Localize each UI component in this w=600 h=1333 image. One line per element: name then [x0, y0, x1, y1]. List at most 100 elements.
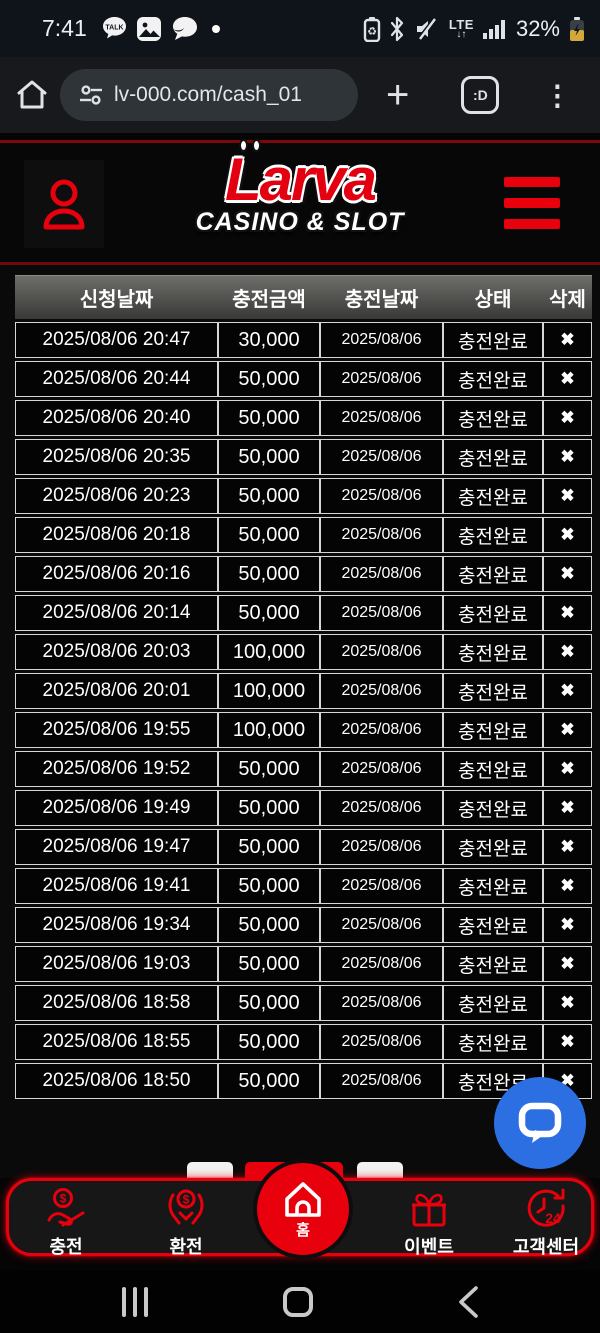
gallery-icon [136, 16, 162, 42]
delete-button[interactable]: ✖ [543, 1024, 592, 1060]
request-date-cell: 2025/08/06 19:55 [15, 712, 218, 748]
delete-button[interactable]: ✖ [543, 790, 592, 826]
livechat-bubble-icon [518, 1102, 562, 1143]
status-cell: 충전완료 [443, 907, 543, 943]
col-charge-date: 충전날짜 [320, 275, 443, 319]
lte-icon: LTE ↓↑ [448, 16, 474, 40]
charge-date-link[interactable]: 2025/08/06 [320, 634, 443, 670]
table-row: 2025/08/06 20:23 50,000 2025/08/06 충전완료 … [15, 478, 592, 514]
delete-button[interactable]: ✖ [543, 322, 592, 358]
browser-menu-button[interactable]: ⋮ [543, 79, 572, 111]
status-cell: 충전완료 [443, 634, 543, 670]
support-24h-icon: 24 [527, 1188, 565, 1227]
table-row: 2025/08/06 20:14 50,000 2025/08/06 충전완료 … [15, 595, 592, 631]
profile-button[interactable] [24, 160, 104, 248]
nav-item-charge[interactable]: $ 충전 [11, 1187, 121, 1259]
status-cell: 충전완료 [443, 439, 543, 475]
page-top-accent [0, 140, 600, 143]
status-cell: 충전완료 [443, 361, 543, 397]
delete-button[interactable]: ✖ [543, 751, 592, 787]
nav-label: 이벤트 [404, 1237, 454, 1257]
charge-date-link[interactable]: 2025/08/06 [320, 595, 443, 631]
status-cell: 충전완료 [443, 478, 543, 514]
delete-button[interactable]: ✖ [543, 478, 592, 514]
col-status: 상태 [443, 275, 543, 319]
amount-cell: 50,000 [218, 907, 320, 943]
request-date-cell: 2025/08/06 19:03 [15, 946, 218, 982]
charge-date-link[interactable]: 2025/08/06 [320, 1063, 443, 1099]
deposit-history-table: 신청날짜 충전금액 충전날짜 상태 삭제 2025/08/06 20:47 30… [15, 272, 592, 1102]
table-row: 2025/08/06 19:49 50,000 2025/08/06 충전완료 … [15, 790, 592, 826]
delete-button[interactable]: ✖ [543, 907, 592, 943]
back-button[interactable] [428, 1270, 508, 1333]
table-row: 2025/08/06 19:52 50,000 2025/08/06 충전완료 … [15, 751, 592, 787]
charge-date-link[interactable]: 2025/08/06 [320, 712, 443, 748]
amount-cell: 30,000 [218, 322, 320, 358]
charge-date-link[interactable]: 2025/08/06 [320, 322, 443, 358]
back-chevron-icon [459, 1285, 478, 1318]
recents-button[interactable] [95, 1270, 175, 1333]
site-logo[interactable]: Larva CASINO & SLOT [0, 139, 600, 237]
signal-strength-icon [482, 17, 508, 41]
request-date-cell: 2025/08/06 20:03 [15, 634, 218, 670]
delete-button[interactable]: ✖ [543, 439, 592, 475]
charge-date-link[interactable]: 2025/08/06 [320, 400, 443, 436]
charge-date-link[interactable]: 2025/08/06 [320, 478, 443, 514]
android-home-button[interactable] [258, 1270, 338, 1333]
charge-date-link[interactable]: 2025/08/06 [320, 790, 443, 826]
nav-label: 홈 [296, 1221, 310, 1239]
amount-cell: 50,000 [218, 868, 320, 904]
col-request-date: 신청날짜 [15, 275, 218, 319]
nav-item-home[interactable]: 홈 [253, 1159, 353, 1259]
delete-button[interactable]: ✖ [543, 361, 592, 397]
charge-date-link[interactable]: 2025/08/06 [320, 517, 443, 553]
charge-date-link[interactable]: 2025/08/06 [320, 829, 443, 865]
delete-button[interactable]: ✖ [543, 673, 592, 709]
url-text: lv-000.com/cash_01 [114, 83, 302, 106]
delete-button[interactable]: ✖ [543, 556, 592, 592]
request-date-cell: 2025/08/06 20:23 [15, 478, 218, 514]
menu-button[interactable] [504, 175, 560, 231]
status-cell: 충전완료 [443, 829, 543, 865]
charge-date-link[interactable]: 2025/08/06 [320, 907, 443, 943]
table-header-row: 신청날짜 충전금액 충전날짜 상태 삭제 [15, 275, 592, 319]
svg-text:TALK: TALK [105, 25, 123, 32]
delete-button[interactable]: ✖ [543, 712, 592, 748]
status-cell: 충전완료 [443, 946, 543, 982]
delete-button[interactable]: ✖ [543, 595, 592, 631]
charge-date-link[interactable]: 2025/08/06 [320, 556, 443, 592]
charge-date-link[interactable]: 2025/08/06 [320, 985, 443, 1021]
delete-button[interactable]: ✖ [543, 400, 592, 436]
delete-button[interactable]: ✖ [543, 946, 592, 982]
charge-date-link[interactable]: 2025/08/06 [320, 751, 443, 787]
nav-item-event[interactable]: 이벤트 [374, 1187, 484, 1259]
request-date-cell: 2025/08/06 19:41 [15, 868, 218, 904]
table-row: 2025/08/06 19:41 50,000 2025/08/06 충전완료 … [15, 868, 592, 904]
nav-label: 충전 [49, 1237, 83, 1257]
delete-button[interactable]: ✖ [543, 517, 592, 553]
charge-date-link[interactable]: 2025/08/06 [320, 946, 443, 982]
table-row: 2025/08/06 19:47 50,000 2025/08/06 충전완료 … [15, 829, 592, 865]
livechat-button[interactable] [494, 1077, 586, 1169]
table-row: 2025/08/06 20:18 50,000 2025/08/06 충전완료 … [15, 517, 592, 553]
nav-item-customer-center[interactable]: 24 고객센터 [491, 1187, 600, 1259]
delete-button[interactable]: ✖ [543, 985, 592, 1021]
charge-date-link[interactable]: 2025/08/06 [320, 868, 443, 904]
battery-icon [568, 16, 586, 42]
delete-button[interactable]: ✖ [543, 634, 592, 670]
nav-item-exchange[interactable]: $ 환전 [131, 1187, 241, 1259]
charge-date-link[interactable]: 2025/08/06 [320, 1024, 443, 1060]
charge-date-link[interactable]: 2025/08/06 [320, 439, 443, 475]
charge-date-link[interactable]: 2025/08/06 [320, 673, 443, 709]
url-bar[interactable]: lv-000.com/cash_01 [60, 69, 358, 121]
amount-cell: 50,000 [218, 829, 320, 865]
logo-title: Larva [224, 146, 377, 213]
delete-button[interactable]: ✖ [543, 829, 592, 865]
amount-cell: 50,000 [218, 361, 320, 397]
delete-button[interactable]: ✖ [543, 868, 592, 904]
android-nav-bar [0, 1270, 600, 1333]
charge-date-link[interactable]: 2025/08/06 [320, 361, 443, 397]
tab-switcher-button[interactable]: :D [461, 76, 500, 114]
deposit-hand-icon: $ [47, 1188, 85, 1227]
browser-home-button[interactable] [14, 77, 50, 113]
